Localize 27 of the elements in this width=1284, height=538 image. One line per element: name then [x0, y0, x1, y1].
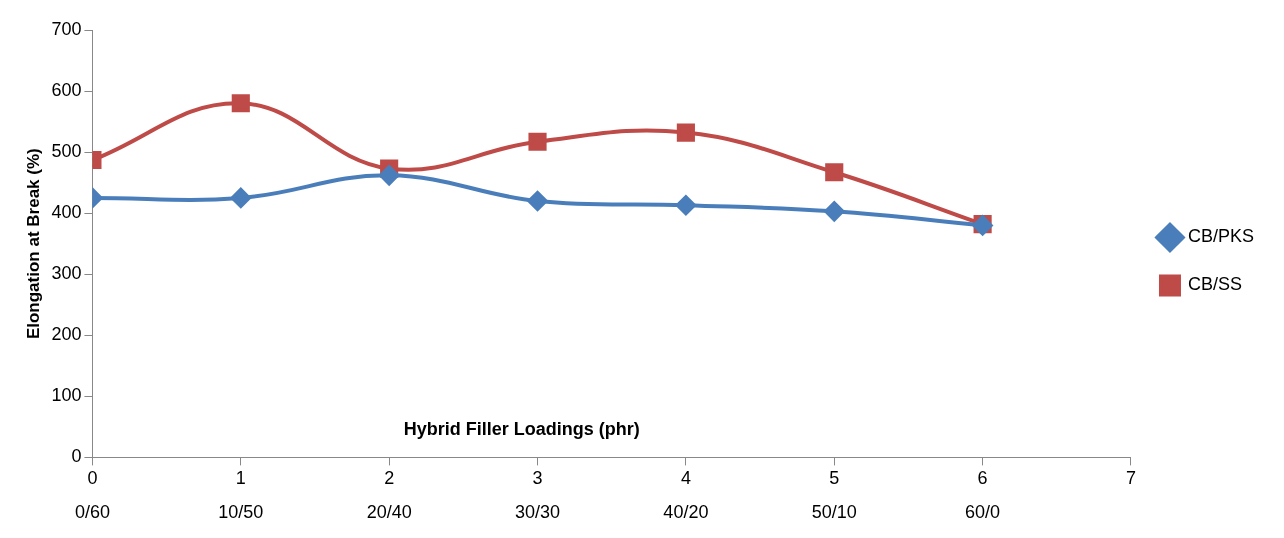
- legend-label: CB/PKS: [1187, 226, 1255, 247]
- x-tick-label: 3: [532, 468, 543, 489]
- legend-label: CB/SS: [1187, 274, 1243, 295]
- y-tick-label: 100: [51, 385, 82, 406]
- x-tick-label: 7: [1125, 468, 1136, 489]
- y-tick-label: 200: [51, 324, 82, 345]
- text: 0/60: [74, 502, 110, 523]
- text: 10/50: [218, 502, 264, 523]
- text: 60/0: [965, 502, 1001, 523]
- x-tick-label: 1: [235, 468, 246, 489]
- text: 50/10: [811, 502, 857, 523]
- x-tick-label: 6: [977, 468, 988, 489]
- y-tick-label: 600: [51, 80, 82, 101]
- text: 40/20: [663, 502, 709, 523]
- y-tick-label: 300: [51, 263, 82, 284]
- x-tick-label: 0: [87, 468, 98, 489]
- x-tick-label: 5: [829, 468, 840, 489]
- x-axis-title: Hybrid Filler Loadings (phr): [403, 419, 640, 440]
- y-axis-title: Elongation at Break (%): [23, 148, 43, 340]
- text: 20/40: [366, 502, 412, 523]
- text: 30/30: [515, 502, 561, 523]
- y-tick-label: 400: [51, 202, 82, 223]
- x-tick-label: 2: [384, 468, 395, 489]
- y-tick-label: 0: [71, 446, 82, 467]
- x-tick-label: 4: [680, 468, 691, 489]
- y-tick-label: 500: [51, 141, 82, 162]
- y-tick-label: 700: [51, 18, 82, 39]
